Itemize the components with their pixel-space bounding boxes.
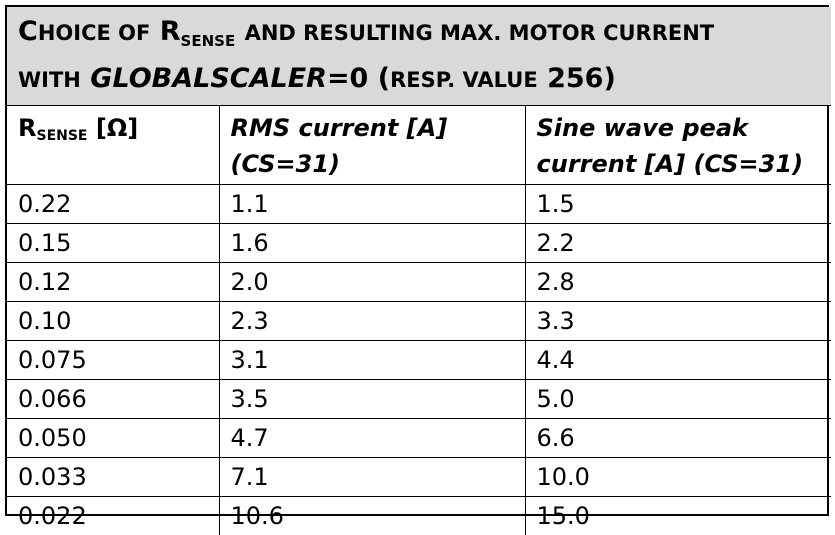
table-row: 0.022 10.6 15.0 xyxy=(7,497,831,535)
header-peak-current: Sine wave peak current [A] (CS=31) xyxy=(525,106,831,185)
cell-peak: 3.3 xyxy=(525,302,831,341)
table-title-row: CHOICE OF RSENSE AND RESULTING MAX. MOTO… xyxy=(7,7,831,106)
cell-peak: 6.6 xyxy=(525,419,831,458)
header-text: [Ω] xyxy=(96,114,138,142)
title-subscript: SENSE xyxy=(181,32,236,50)
table-row: 0.066 3.5 5.0 xyxy=(7,380,831,419)
header-rms-current: RMS current [A] (CS=31) xyxy=(219,106,525,185)
title-text: C xyxy=(18,16,38,47)
table-row: 0.075 3.1 4.4 xyxy=(7,341,831,380)
cell-peak: 10.0 xyxy=(525,458,831,497)
cell-rms: 4.7 xyxy=(219,419,525,458)
title-text: 256) xyxy=(547,63,616,94)
cell-peak: 5.0 xyxy=(525,380,831,419)
cell-rsense: 0.10 xyxy=(7,302,219,341)
title-text: RESP. VALUE xyxy=(390,68,538,92)
table-row: 0.050 4.7 6.6 xyxy=(7,419,831,458)
table-header-row: RSENSE [Ω] RMS current [A] (CS=31) Sine … xyxy=(7,106,831,185)
header-text: R xyxy=(18,114,36,142)
title-text: HOICE OF xyxy=(38,21,151,45)
table-row: 0.22 1.1 1.5 xyxy=(7,185,831,224)
table-row: 0.10 2.3 3.3 xyxy=(7,302,831,341)
cell-rsense: 0.050 xyxy=(7,419,219,458)
rsense-current-table: CHOICE OF RSENSE AND RESULTING MAX. MOTO… xyxy=(7,7,831,535)
cell-peak: 15.0 xyxy=(525,497,831,535)
title-text: AND RESULTING MAX. MOTOR CURRENT xyxy=(245,21,715,45)
cell-rsense: 0.22 xyxy=(7,185,219,224)
cell-rms: 10.6 xyxy=(219,497,525,535)
rsense-table-container: CHOICE OF RSENSE AND RESULTING MAX. MOTO… xyxy=(5,5,829,516)
cell-rsense: 0.022 xyxy=(7,497,219,535)
header-subscript: SENSE xyxy=(36,128,87,144)
cell-rsense: 0.15 xyxy=(7,224,219,263)
cell-peak: 4.4 xyxy=(525,341,831,380)
cell-rms: 2.0 xyxy=(219,263,525,302)
table-row: 0.033 7.1 10.0 xyxy=(7,458,831,497)
title-text: GLOBALSCALER xyxy=(90,63,327,94)
header-rsense: RSENSE [Ω] xyxy=(7,106,219,185)
cell-rms: 7.1 xyxy=(219,458,525,497)
table-row: 0.12 2.0 2.8 xyxy=(7,263,831,302)
cell-rsense: 0.066 xyxy=(7,380,219,419)
cell-rsense: 0.075 xyxy=(7,341,219,380)
title-text: R xyxy=(160,16,181,47)
cell-rms: 2.3 xyxy=(219,302,525,341)
cell-peak: 2.2 xyxy=(525,224,831,263)
title-text: =0 ( xyxy=(327,63,390,94)
cell-peak: 1.5 xyxy=(525,185,831,224)
title-text: WITH xyxy=(18,68,81,92)
table-row: 0.15 1.6 2.2 xyxy=(7,224,831,263)
cell-peak: 2.8 xyxy=(525,263,831,302)
table-title: CHOICE OF RSENSE AND RESULTING MAX. MOTO… xyxy=(7,7,831,106)
cell-rms: 3.5 xyxy=(219,380,525,419)
cell-rsense: 0.033 xyxy=(7,458,219,497)
cell-rms: 3.1 xyxy=(219,341,525,380)
cell-rms: 1.1 xyxy=(219,185,525,224)
cell-rms: 1.6 xyxy=(219,224,525,263)
cell-rsense: 0.12 xyxy=(7,263,219,302)
